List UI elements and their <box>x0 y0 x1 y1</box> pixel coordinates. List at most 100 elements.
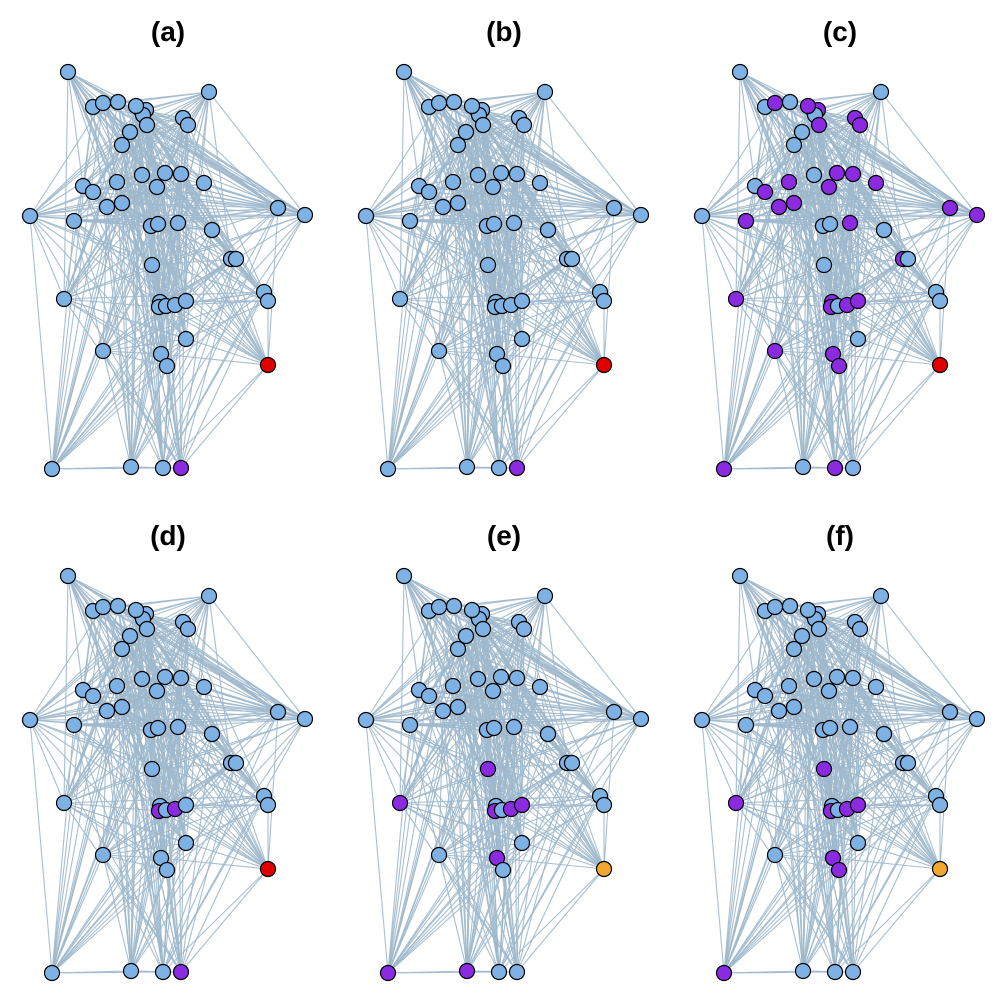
network-edge <box>544 91 642 216</box>
network-edge <box>510 808 605 870</box>
network-edge <box>857 300 941 366</box>
network-edge <box>73 718 306 726</box>
network-edge <box>102 350 132 468</box>
network-node-blue <box>269 199 287 217</box>
network-node-blue <box>55 794 73 812</box>
network-edge <box>487 222 515 266</box>
network-edge <box>802 809 839 972</box>
network-edge <box>387 350 440 470</box>
network-edge <box>774 264 825 352</box>
network-edge <box>67 71 84 187</box>
network-edge <box>208 595 232 764</box>
network-edge <box>807 105 978 216</box>
network-edge <box>151 222 179 266</box>
network-edge <box>828 186 951 209</box>
network-edge <box>409 718 642 726</box>
network-edge <box>471 609 512 810</box>
network-edge <box>102 842 187 856</box>
network-edge <box>145 595 210 615</box>
network-edge <box>63 298 160 308</box>
network-edge <box>158 182 205 308</box>
network-edge <box>735 802 854 973</box>
network-edge <box>823 173 854 266</box>
network-edge <box>571 214 642 260</box>
network-edge <box>160 804 187 859</box>
network-edge <box>817 595 882 615</box>
network-node-blue <box>143 760 161 778</box>
network-edge <box>471 609 605 870</box>
network-edge <box>165 809 182 973</box>
network-edge <box>471 105 518 469</box>
network-edge <box>487 258 573 266</box>
network-node-blue <box>391 290 409 308</box>
network-edge <box>102 350 182 469</box>
network-edge <box>735 768 825 804</box>
network-node-blue <box>94 342 112 360</box>
network-edge <box>701 719 825 770</box>
network-edge <box>165 686 205 811</box>
network-edge <box>203 686 269 870</box>
network-node-blue <box>357 207 375 225</box>
network-edge <box>802 768 825 972</box>
network-node-blue <box>693 207 711 225</box>
network-edge <box>571 718 642 764</box>
network-edge <box>836 628 861 678</box>
network-edge <box>471 105 642 216</box>
network-edge <box>102 350 168 367</box>
network-edge <box>723 220 747 470</box>
network-edge <box>544 91 568 260</box>
network-edge <box>846 304 941 366</box>
network-edge <box>802 264 825 468</box>
network-edge <box>51 353 162 470</box>
network-node-purple <box>968 206 986 224</box>
network-edge <box>403 575 420 691</box>
network-edge <box>409 207 615 222</box>
network-edge <box>135 609 176 810</box>
network-edge <box>399 718 642 804</box>
network-edge <box>63 718 306 804</box>
network-edge <box>487 677 518 770</box>
nodes-panel-c <box>693 63 986 478</box>
network-edge <box>834 364 941 469</box>
network-edge <box>438 842 523 856</box>
network-node-blue <box>805 670 823 688</box>
network-edge <box>29 215 65 300</box>
network-edge <box>130 809 167 972</box>
network-edge <box>158 810 269 870</box>
network-edge <box>501 182 541 307</box>
network-node-purple <box>513 796 531 814</box>
network-node-blue <box>490 963 508 981</box>
network-edge <box>774 768 825 856</box>
network-edge <box>156 186 237 260</box>
network-edge <box>745 724 836 973</box>
network-node-blue <box>108 173 126 191</box>
network-edge <box>146 628 279 713</box>
panel-title-d: (d) <box>150 520 186 551</box>
network-edge <box>82 613 142 691</box>
network-edge <box>387 102 440 470</box>
network-node-blue <box>463 97 481 115</box>
network-edge <box>723 869 840 974</box>
network-node-blue <box>43 460 61 478</box>
network-edge <box>452 181 601 293</box>
network-edge <box>51 733 213 974</box>
network-edge <box>466 809 503 972</box>
network-edge <box>162 868 269 973</box>
network-edge <box>834 795 937 973</box>
network-edge <box>185 804 269 870</box>
network-edge <box>135 105 306 216</box>
network-edge <box>498 808 512 973</box>
network-edge <box>539 182 605 366</box>
network-edge <box>387 467 500 470</box>
network-edge <box>73 102 104 222</box>
network-edge <box>365 719 489 770</box>
network-edge <box>818 124 951 209</box>
network-edge <box>387 229 549 470</box>
network-edge <box>160 857 269 870</box>
network-edge <box>387 365 504 470</box>
network-edge <box>723 808 848 974</box>
network-edge <box>116 181 265 293</box>
network-edge <box>187 628 269 806</box>
network-edge <box>837 305 854 469</box>
network-node-blue <box>195 678 213 696</box>
